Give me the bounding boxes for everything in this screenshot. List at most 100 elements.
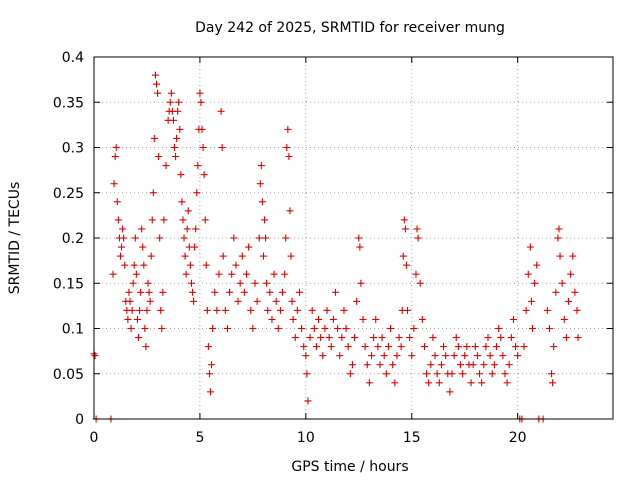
data-point	[143, 306, 151, 314]
y-tick-label: 0.2	[62, 231, 84, 247]
data-point	[138, 225, 146, 233]
data-point	[137, 288, 145, 296]
data-point	[160, 216, 168, 224]
data-point	[357, 279, 365, 287]
data-point	[340, 306, 348, 314]
data-point	[259, 252, 267, 260]
data-point	[255, 234, 263, 242]
data-point	[170, 144, 178, 151]
data-point	[505, 361, 513, 369]
data-point	[545, 325, 553, 332]
data-point	[562, 334, 570, 342]
data-point	[408, 352, 416, 360]
data-point	[159, 288, 167, 296]
data-point	[397, 343, 405, 351]
data-point	[166, 98, 174, 106]
data-point	[282, 234, 290, 242]
data-point	[236, 279, 244, 287]
data-point	[134, 334, 142, 342]
data-point	[512, 343, 520, 351]
data-point	[302, 352, 310, 360]
data-point	[446, 388, 454, 396]
data-point	[218, 144, 226, 151]
data-point	[550, 343, 558, 351]
data-point	[482, 343, 490, 351]
data-point	[180, 234, 188, 242]
data-point	[144, 279, 152, 287]
data-point	[423, 370, 431, 378]
data-point	[253, 297, 261, 305]
x-tick-label: 0	[90, 430, 99, 446]
data-point	[361, 343, 369, 351]
data-point	[393, 352, 401, 360]
data-point	[247, 306, 255, 314]
data-point	[286, 207, 294, 215]
data-point	[217, 107, 225, 115]
data-point	[281, 270, 289, 278]
data-point	[131, 234, 139, 242]
data-point	[145, 288, 153, 296]
data-point	[382, 370, 390, 378]
data-point	[433, 370, 441, 378]
data-point	[467, 379, 475, 387]
data-point	[121, 261, 129, 269]
data-point	[169, 116, 177, 124]
data-point	[442, 352, 450, 360]
data-point	[499, 352, 507, 360]
data-point	[157, 306, 165, 314]
data-point	[226, 288, 234, 296]
data-point	[391, 379, 399, 387]
data-point	[155, 153, 163, 161]
data-point	[476, 370, 484, 378]
data-point	[310, 325, 318, 332]
x-tick-label: 10	[297, 430, 315, 446]
data-point	[221, 306, 229, 314]
data-point	[461, 352, 469, 360]
data-point	[192, 225, 200, 233]
data-point	[139, 243, 147, 251]
data-point	[274, 325, 282, 332]
data-point	[128, 306, 136, 314]
data-point	[110, 180, 118, 188]
data-point	[323, 306, 331, 314]
data-point	[173, 134, 181, 142]
data-point	[495, 325, 503, 332]
data-point	[240, 288, 248, 296]
data-point	[109, 270, 117, 278]
data-point	[174, 107, 182, 115]
data-point	[215, 270, 223, 278]
data-point	[251, 279, 259, 287]
data-point	[549, 379, 557, 387]
data-points-layer	[90, 71, 582, 423]
data-point	[293, 306, 301, 314]
data-point	[190, 297, 198, 305]
data-point	[202, 261, 210, 269]
data-point	[257, 162, 265, 170]
data-point	[189, 288, 197, 296]
data-point	[522, 306, 530, 314]
data-point	[219, 252, 227, 260]
data-point	[370, 334, 378, 342]
data-point	[266, 288, 274, 296]
data-point	[112, 144, 120, 151]
data-point	[291, 334, 299, 342]
data-point	[529, 325, 537, 332]
y-tick-label: 0.05	[53, 367, 84, 383]
data-point	[509, 315, 517, 323]
data-point	[177, 171, 185, 179]
data-point	[486, 352, 494, 360]
data-point	[132, 270, 140, 278]
data-point	[276, 306, 284, 314]
data-point	[258, 198, 266, 206]
data-point	[156, 234, 164, 242]
data-point	[199, 144, 207, 151]
data-point	[261, 216, 269, 224]
data-point	[268, 315, 276, 323]
data-point	[303, 370, 311, 378]
data-point	[315, 315, 323, 323]
data-point	[459, 370, 467, 378]
data-point	[285, 153, 293, 161]
data-point	[571, 288, 579, 296]
data-point	[204, 343, 212, 351]
data-point	[365, 379, 373, 387]
